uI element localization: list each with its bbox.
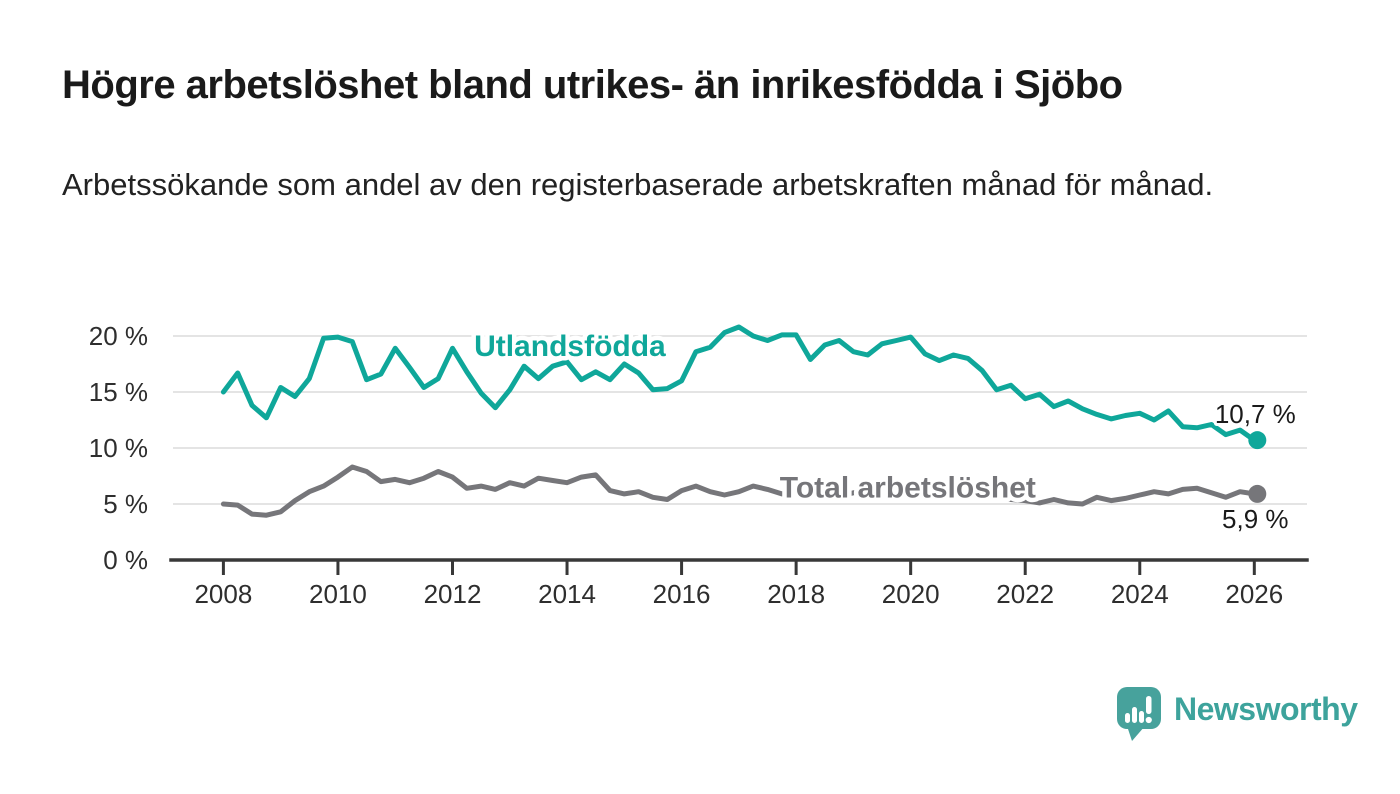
x-axis-tick-label: 2012 (424, 579, 482, 609)
newsworthy-logo: Newsworthy (1116, 686, 1358, 744)
x-axis-tick-label: 2014 (538, 579, 596, 609)
y-axis-tick-label: 15 % (89, 377, 148, 407)
series-end-dot (1248, 484, 1267, 503)
series-line-total (220, 464, 1257, 518)
x-axis-tick-label: 2008 (194, 579, 252, 609)
x-axis-tick-label: 2018 (767, 579, 825, 609)
x-axis-tick-label: 2010 (309, 579, 367, 609)
newsworthy-logo-icon (1117, 687, 1161, 741)
series-label-utlandsfodda: Utlandsfödda (474, 330, 666, 363)
page-title: Högre arbetslöshet bland utrikes- än inr… (62, 63, 1123, 107)
y-axis-tick-label: 0 % (103, 545, 148, 575)
series-label-total: Total arbetslöshet (780, 471, 1036, 504)
y-axis-tick-label: 20 % (89, 321, 148, 351)
y-axis-tick-label: 5 % (103, 489, 148, 519)
series-end-dot (1248, 431, 1267, 450)
newsworthy-logo-text: Newsworthy (1174, 691, 1358, 727)
series-end-value-label: 10,7 % (1215, 399, 1296, 429)
x-axis-tick-label: 2024 (1111, 579, 1169, 609)
series-end-value-label: 5,9 % (1222, 504, 1289, 534)
chart-subtitle: Arbetssökande som andel av den registerb… (62, 167, 1214, 202)
y-axis-tick-label: 10 % (89, 433, 148, 463)
x-axis-tick-label: 2020 (882, 579, 940, 609)
x-axis-tick-label: 2022 (996, 579, 1054, 609)
x-axis-tick-label: 2016 (653, 579, 711, 609)
series-line-utlandsfodda (220, 324, 1257, 443)
x-axis-tick-label: 2026 (1225, 579, 1283, 609)
